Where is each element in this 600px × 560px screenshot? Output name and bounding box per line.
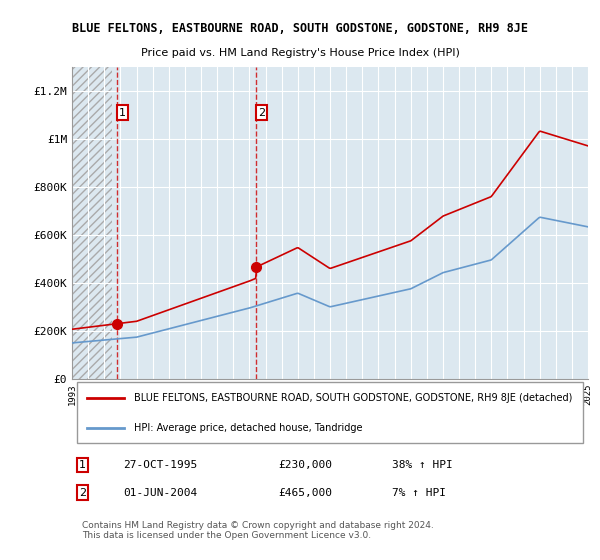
Text: 27-OCT-1995: 27-OCT-1995 bbox=[124, 460, 198, 470]
Text: 1: 1 bbox=[119, 108, 126, 118]
Text: £230,000: £230,000 bbox=[278, 460, 332, 470]
Text: Contains HM Land Registry data © Crown copyright and database right 2024.
This d: Contains HM Land Registry data © Crown c… bbox=[82, 521, 434, 540]
Bar bbox=[72, 67, 112, 379]
Text: HPI: Average price, detached house, Tandridge: HPI: Average price, detached house, Tand… bbox=[134, 423, 362, 433]
Text: BLUE FELTONS, EASTBOURNE ROAD, SOUTH GODSTONE, GODSTONE, RH9 8JE: BLUE FELTONS, EASTBOURNE ROAD, SOUTH GOD… bbox=[72, 22, 528, 35]
Text: BLUE FELTONS, EASTBOURNE ROAD, SOUTH GODSTONE, GODSTONE, RH9 8JE (detached): BLUE FELTONS, EASTBOURNE ROAD, SOUTH GOD… bbox=[134, 393, 572, 403]
Text: 38% ↑ HPI: 38% ↑ HPI bbox=[392, 460, 452, 470]
Text: 2: 2 bbox=[79, 488, 86, 498]
FancyBboxPatch shape bbox=[77, 382, 583, 444]
Text: £465,000: £465,000 bbox=[278, 488, 332, 498]
Text: Price paid vs. HM Land Registry's House Price Index (HPI): Price paid vs. HM Land Registry's House … bbox=[140, 48, 460, 58]
Text: 01-JUN-2004: 01-JUN-2004 bbox=[124, 488, 198, 498]
Text: 7% ↑ HPI: 7% ↑ HPI bbox=[392, 488, 446, 498]
Text: 2: 2 bbox=[258, 108, 265, 118]
Text: 1: 1 bbox=[79, 460, 86, 470]
